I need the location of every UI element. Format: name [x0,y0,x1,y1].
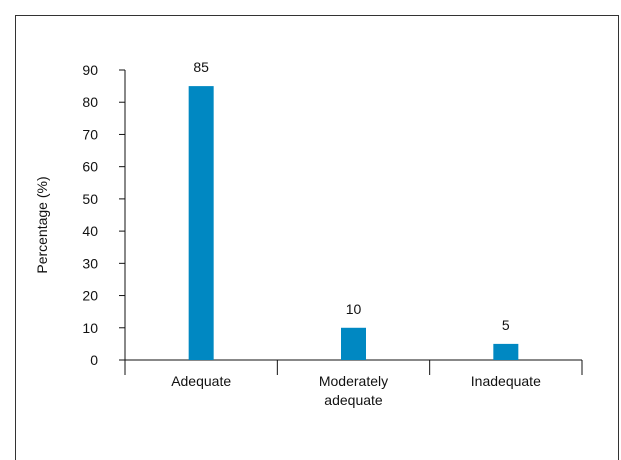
data-label: 5 [502,317,510,333]
y-tick-label: 70 [82,126,98,142]
y-ticks: 0 10 20 30 40 50 60 70 80 90 [82,62,125,368]
data-labels: 85 10 5 [193,59,510,333]
y-tick-label: 30 [82,255,98,271]
category-label: adequate [324,392,383,408]
category-label: Moderately [319,373,388,389]
x-ticks [124,360,583,375]
y-tick-label: 40 [82,223,98,239]
chart-frame [15,15,619,460]
bars [188,86,519,360]
y-tick-label: 80 [82,94,98,110]
bar [341,327,366,360]
y-tick-label: 0 [90,352,98,368]
category-label: Adequate [171,373,231,389]
y-tick-label: 10 [82,320,98,336]
y-tick-label: 20 [82,288,98,304]
bar [188,86,214,360]
y-axis-title: Percentage (%) [34,176,50,273]
y-tick-label: 50 [82,191,98,207]
y-tick-label: 60 [82,159,98,175]
y-tick-label: 90 [82,62,98,78]
category-label: Inadequate [471,373,541,389]
data-label: 85 [193,59,209,75]
bar [493,343,519,360]
data-label: 10 [346,301,362,317]
category-labels: Adequate Moderately adequate Inadequate [171,373,541,408]
